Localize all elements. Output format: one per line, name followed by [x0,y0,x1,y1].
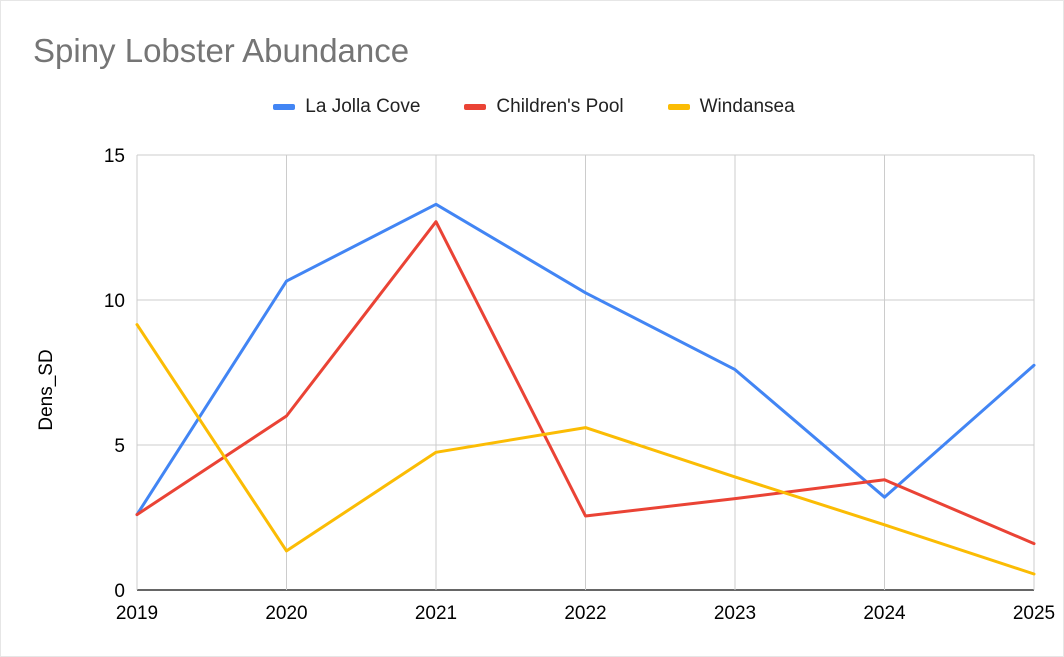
legend-swatch [273,104,296,110]
legend-label: La Jolla Cove [305,96,421,117]
x-tick-label: 2019 [116,603,158,624]
legend-item-windansea[interactable]: Windansea [667,96,795,118]
series-line-la-jolla-cove[interactable] [135,202,1036,517]
legend: La Jolla Cove Children's Pool Windansea [0,96,1064,118]
legend-swatch [667,104,690,110]
x-tick-label: 2024 [863,603,906,624]
y-tick-label: 0 [114,581,125,602]
x-tick-label: 2020 [265,603,307,624]
series-line-windansea[interactable] [135,323,1036,576]
x-tick-label: 2021 [415,603,457,624]
legend-label: Windansea [699,96,795,117]
series-lines [135,202,1036,576]
legend-item-childrens-pool[interactable]: Children's Pool [464,96,624,118]
gridlines [136,154,1035,591]
legend-label: Children's Pool [496,96,624,117]
y-tick-label: 15 [104,146,125,167]
chart-title: Spiny Lobster Abundance [33,32,410,69]
series-line-children-s-pool[interactable] [135,220,1036,546]
legend-swatch [464,104,487,110]
x-tick-label: 2023 [714,603,756,624]
x-tick-label: 2025 [1013,603,1055,624]
y-axis-title: Dens_SD [36,349,57,430]
y-tick-labels: 0 5 10 15 [104,146,125,602]
y-tick-label: 5 [114,436,125,457]
y-tick-label: 10 [104,291,125,312]
legend-item-la-jolla-cove[interactable]: La Jolla Cove [273,96,420,118]
x-tick-labels: 2019 2020 2021 2022 2023 2024 2025 [116,603,1055,624]
x-tick-label: 2022 [564,603,606,624]
